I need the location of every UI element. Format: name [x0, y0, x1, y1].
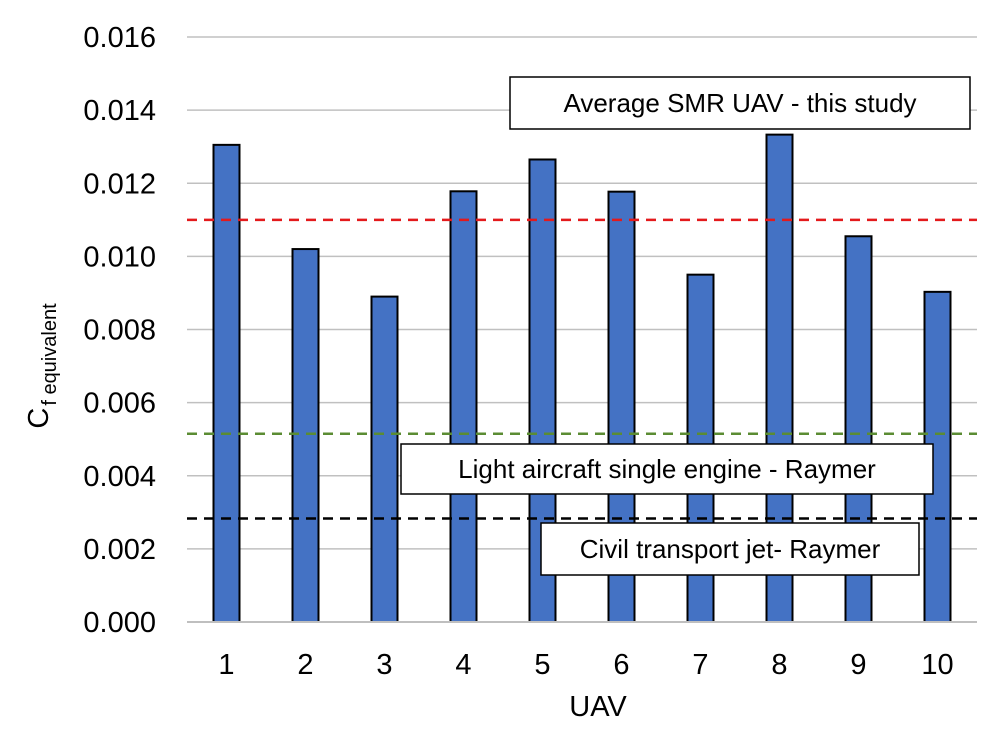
y-tick-label: 0.016	[83, 22, 156, 54]
y-axis-title-main: C	[23, 408, 55, 429]
bar-uav-1	[212, 143, 241, 623]
x-axis-title: UAV	[569, 691, 627, 723]
bar-uav-3	[370, 295, 399, 623]
y-tick-label: 0.002	[83, 534, 156, 566]
y-axis-title-subscript: f equivalent	[39, 303, 61, 406]
x-tick-label: 5	[534, 649, 550, 681]
annotations: Average SMR UAV - this study Light aircra…	[400, 76, 971, 576]
annotation-label: Average SMR UAV - this study	[563, 88, 916, 118]
x-tick-label: 3	[376, 649, 392, 681]
tick-labels: 0.000 0.002 0.004 0.006 0.008 0.010 0.012 0.014…	[83, 22, 953, 681]
annotation-label: Civil transport jet- Raymer	[580, 534, 881, 564]
y-tick-label: 0.008	[83, 315, 156, 347]
y-tick-label: 0.004	[83, 461, 156, 493]
x-tick-label: 2	[297, 649, 313, 681]
x-tick-label: 6	[613, 649, 629, 681]
y-tick-label: 0.006	[83, 388, 156, 420]
x-tick-label: 7	[692, 649, 708, 681]
annotation-box	[540, 522, 920, 576]
annotation-box	[509, 76, 971, 130]
y-tick-label: 0.000	[83, 607, 156, 639]
reference-lines	[187, 218, 977, 520]
x-tick-label: 8	[771, 649, 787, 681]
x-tick-label: 9	[850, 649, 866, 681]
x-tick-label: 1	[218, 649, 234, 681]
bar-uav-4	[449, 190, 478, 623]
y-tick-label: 0.012	[83, 168, 156, 200]
bar-uav-2	[291, 248, 320, 623]
annotation-box	[400, 443, 934, 495]
y-axis-title: Cf equivalent	[23, 303, 61, 429]
x-tick-label: 4	[455, 649, 471, 681]
y-tick-label: 0.014	[83, 95, 156, 127]
annotation-label: Light aircraft single engine - Raymer	[458, 454, 876, 484]
x-tick-label: 10	[921, 649, 953, 681]
y-tick-label: 0.010	[83, 241, 156, 273]
